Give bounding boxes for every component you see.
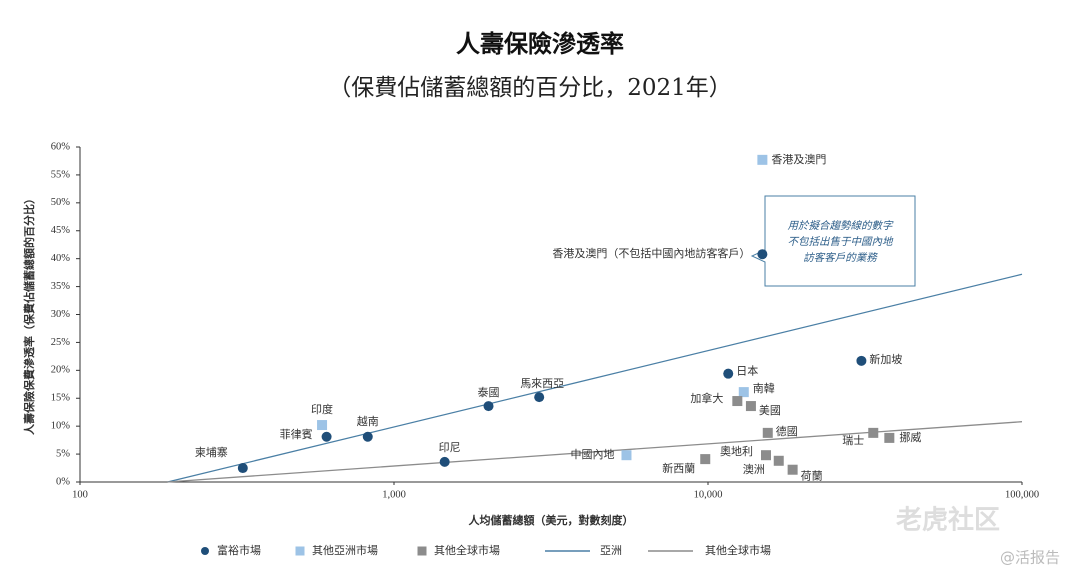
point-label: 挪威 [899, 430, 921, 444]
point-label: 印尼 [439, 441, 461, 454]
point [237, 463, 248, 474]
legend-label: 其他全球市場 [705, 543, 771, 557]
point [362, 431, 373, 442]
y-tick-label: 50% [51, 197, 71, 208]
point [868, 427, 879, 438]
point-label: 香港及澳門（不包括中國內地訪客客戶） [552, 246, 750, 260]
point [483, 401, 494, 412]
point-label: 瑞士 [842, 433, 864, 447]
point-label: 澳洲 [743, 463, 765, 476]
legend-marker [417, 546, 427, 556]
point [884, 432, 895, 443]
point-label: 新加坡 [869, 352, 902, 366]
trend-line [167, 421, 1023, 483]
x-tick-label: 100 [72, 489, 88, 500]
legend-label: 其他亞洲市場 [312, 543, 378, 557]
point-label: 馬來西亞 [520, 377, 564, 390]
point-label: 泰國 [478, 385, 500, 399]
watermark: @活报告 [1000, 549, 1060, 567]
y-tick-label: 10% [51, 421, 71, 432]
annotation: 不包括出售于中國內地 [788, 236, 894, 248]
point [760, 450, 771, 461]
y-tick-label: 30% [51, 309, 71, 320]
point-label: 香港及澳門 [771, 153, 826, 166]
point [787, 464, 798, 475]
point [762, 427, 773, 438]
x-axis-label: 人均儲蓄總額（美元，對數刻度） [469, 513, 634, 527]
point-label: 南韓 [753, 382, 775, 395]
watermark: 老虎社区 [896, 505, 1000, 536]
point-label: 印度 [311, 402, 333, 416]
y-tick-label: 5% [56, 448, 70, 459]
point [856, 355, 867, 366]
point [621, 450, 632, 461]
point [757, 154, 768, 165]
annotation: 用於擬合趨勢線的數字 [788, 220, 894, 232]
legend-marker [295, 546, 305, 556]
point [773, 455, 784, 466]
y-tick-label: 25% [51, 337, 71, 348]
x-tick-label: 1,000 [382, 489, 406, 500]
point [317, 420, 328, 431]
point [732, 396, 743, 407]
legend-label: 富裕市場 [217, 543, 261, 557]
trend-line [167, 273, 1023, 483]
point-label: 美國 [759, 404, 781, 417]
y-tick-label: 20% [51, 365, 71, 376]
chart-subtitle: （保費佔儲蓄總額的百分比，2021年） [328, 75, 732, 101]
y-tick-label: 60% [51, 141, 71, 152]
point-label: 中國內地 [570, 448, 614, 461]
point [439, 456, 450, 467]
point [745, 401, 756, 412]
point-label: 越南 [357, 414, 379, 428]
point-label: 加拿大 [690, 391, 723, 405]
point-label: 奧地利 [720, 445, 753, 458]
x-tick-label: 100,000 [1005, 489, 1039, 500]
point-label: 德國 [776, 424, 798, 438]
y-tick-label: 0% [56, 476, 70, 487]
point [534, 392, 545, 403]
x-tick-label: 10,000 [694, 489, 723, 500]
y-tick-label: 55% [51, 169, 71, 180]
point [723, 368, 734, 379]
point-label: 日本 [736, 364, 758, 378]
y-tick-label: 40% [51, 253, 71, 264]
y-tick-label: 35% [51, 281, 71, 292]
point-label: 新西蘭 [662, 461, 695, 475]
point [700, 454, 711, 465]
point [757, 249, 768, 260]
y-tick-label: 45% [51, 225, 71, 236]
point [738, 387, 749, 398]
annotation: 訪客客戶的業務 [803, 252, 878, 264]
legend-label: 其他全球市場 [434, 543, 500, 557]
point [321, 431, 332, 442]
chart-title: 人壽保險滲透率 [456, 30, 624, 58]
y-axis-label: 人壽保險保費滲透率（保費佔儲蓄總額的百分比） [22, 193, 36, 435]
y-tick-label: 15% [51, 393, 71, 404]
point-label: 柬埔寨 [195, 445, 228, 459]
point-label: 荷蘭 [801, 470, 823, 483]
point-label: 菲律賓 [280, 427, 313, 441]
legend-label: 亞洲 [600, 544, 622, 557]
legend-marker [201, 547, 209, 555]
